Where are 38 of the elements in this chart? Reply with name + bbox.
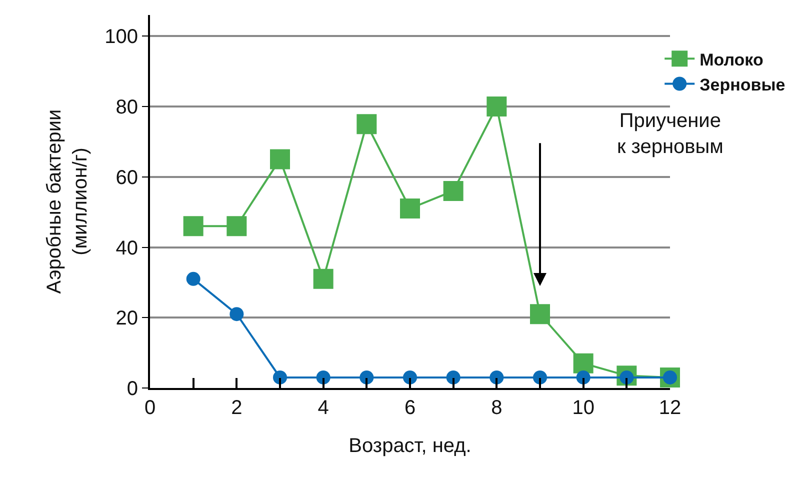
x-tick-label: 12 [658, 397, 682, 419]
point [226, 216, 247, 236]
point [530, 304, 550, 324]
legend-label: Молоко [700, 50, 764, 70]
y-tick-label: 100 [104, 26, 138, 48]
point [533, 370, 547, 384]
point [313, 268, 334, 289]
point [270, 149, 290, 170]
y-tick-label: 20 [116, 308, 138, 330]
y-axis-title: Аэробные бактерии (миллион/г) [44, 109, 92, 294]
point [356, 114, 377, 134]
point [316, 370, 330, 384]
x-tick-label: 10 [572, 397, 594, 419]
x-tick-label: 4 [318, 397, 329, 419]
x-tick-label: 2 [231, 397, 242, 419]
y-tick-label: 40 [116, 237, 138, 260]
x-tick-label: 8 [491, 397, 502, 419]
point [183, 216, 204, 236]
x-tick-label: 0 [144, 397, 156, 419]
point [400, 198, 420, 219]
annotation: Приучение к зерновым [617, 110, 724, 158]
x-axis-title: Возраст, нед. [348, 435, 472, 457]
legend-label: Зерновые [700, 75, 786, 94]
x-tick-label: 6 [404, 397, 416, 419]
point [230, 307, 244, 322]
y-tick-label: 0 [126, 378, 138, 400]
point [443, 180, 464, 201]
point [490, 370, 504, 384]
point [186, 272, 200, 286]
point [486, 96, 507, 116]
y-tick-label: 60 [116, 166, 138, 189]
point [273, 370, 287, 384]
point [403, 370, 417, 384]
point [446, 370, 460, 384]
point [573, 353, 594, 374]
point [576, 370, 590, 384]
y-tick-label: 80 [116, 96, 138, 118]
point [360, 370, 374, 384]
